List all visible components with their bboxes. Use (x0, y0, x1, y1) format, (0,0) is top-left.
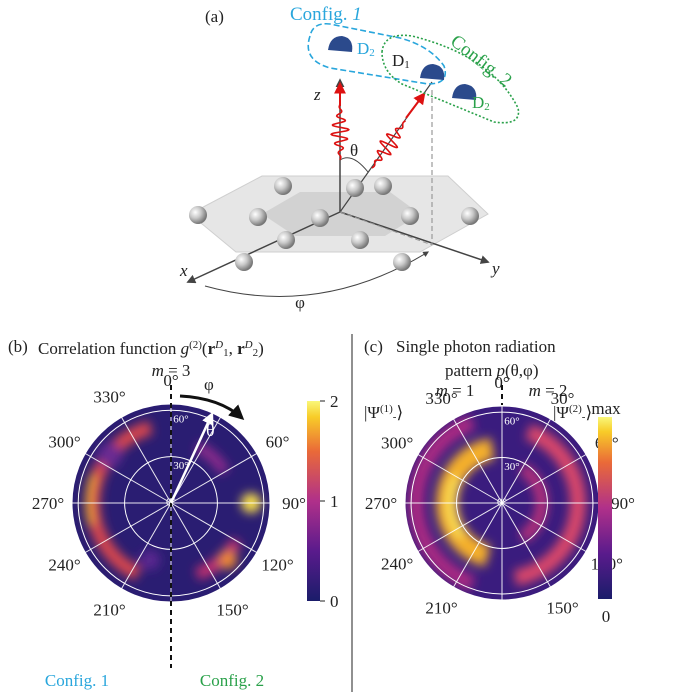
atom (393, 253, 411, 271)
colorbar (307, 401, 320, 601)
text-segment: g (181, 339, 190, 358)
ring-label: 60° (173, 414, 188, 426)
text-segment: Config. (290, 4, 352, 25)
angle-label: 210° (93, 600, 125, 619)
text-segment: m (152, 361, 164, 380)
angle-label: 120° (261, 555, 293, 574)
atom (274, 177, 292, 195)
angle-label: 300° (48, 432, 80, 451)
config-2-label: Config. 2 (446, 31, 515, 92)
config-1-label: Config. 1 (45, 671, 109, 690)
atom (374, 177, 392, 195)
angle-label: 150° (546, 599, 578, 618)
angle-label: 60° (266, 432, 290, 451)
photon-packet (331, 104, 349, 160)
text-segment: (2) (189, 339, 202, 351)
text-segment: ⟩ (396, 403, 403, 422)
panel-label: (a) (205, 7, 224, 26)
panel-title: Single photon radiation (396, 337, 556, 356)
text-segment: , (229, 339, 238, 358)
theta-label: θ (350, 141, 358, 160)
angle-label: 300° (381, 433, 413, 452)
text-segment: m (529, 381, 541, 400)
panel-title: Correlation function g(2)(rD1, rD2) (38, 339, 264, 359)
heatmap-feature (140, 550, 160, 570)
text-segment: (1) (380, 403, 393, 415)
angle-label: 150° (216, 600, 248, 619)
colorbar-tick-label: 1 (330, 492, 339, 511)
panel-b: (b) Correlation function g(2)(rD1, rD2) … (8, 337, 339, 690)
ring-label: 60° (504, 416, 519, 428)
atom (277, 231, 295, 249)
detector-label: D2 (472, 93, 490, 113)
text-segment: ) (258, 339, 264, 358)
schematic: (a) Config. 1 Config. 2 D2 D1 D2 z x y θ… (179, 4, 519, 312)
figure: (a) Config. 1 Config. 2 D2 D1 D2 z x y θ… (0, 0, 690, 699)
theta-label: θ (206, 420, 215, 440)
text-segment: D (392, 51, 404, 70)
angle-label: 240° (381, 554, 413, 573)
colorbar-ticks: 0 1 2 (320, 392, 339, 611)
detector-icon (420, 64, 444, 80)
text-segment: D (244, 339, 253, 351)
angle-label: 90° (611, 494, 635, 513)
text-segment: (θ,φ) (505, 361, 539, 380)
phi-label: φ (204, 375, 214, 394)
heatmap-feature (219, 551, 237, 569)
angle-label: 210° (425, 599, 457, 618)
config-1-label: Config. 1 (290, 4, 362, 25)
photon-packet (372, 121, 406, 168)
angle-label: 30° (551, 389, 575, 408)
text-segment: 2 (484, 101, 490, 113)
colorbar-tick-label: 0 (330, 592, 339, 611)
phi-label: φ (295, 293, 305, 312)
panel-title: pattern p(θ,φ) (445, 361, 538, 380)
angle-label: 240° (48, 555, 80, 574)
detector-label: D2 (357, 39, 375, 59)
detector-icon (328, 36, 352, 52)
text-segment: 1 (404, 59, 410, 71)
config-2-label: Config. 2 (200, 671, 264, 690)
angle-label: 270° (32, 494, 64, 513)
state-label: |Ψ(1)-⟩ (364, 403, 403, 423)
angle-label: 330° (93, 387, 125, 406)
atom (235, 253, 253, 271)
panel-label: (b) (8, 337, 28, 356)
atom (401, 207, 419, 225)
text-segment: Correlation function (38, 339, 181, 358)
ring-label: 0° (497, 497, 507, 509)
colorbar-label: 0 (602, 607, 611, 626)
panel-c: (c) Single photon radiation pattern p(θ,… (364, 337, 635, 626)
axis-label: z (313, 85, 321, 104)
text-segment: D (214, 339, 223, 351)
atom (311, 209, 329, 227)
text-segment: 2 (369, 47, 375, 59)
angle-label: 90° (282, 494, 306, 513)
text-segment: D (357, 39, 369, 58)
axis-label: x (179, 261, 188, 280)
text-segment: pattern (445, 361, 496, 380)
angle-label: 330° (425, 389, 457, 408)
atom (189, 206, 207, 224)
atom (346, 179, 364, 197)
panel-label: (c) (364, 337, 383, 356)
axis-label: y (490, 259, 500, 278)
detector-label: D1 (392, 51, 410, 71)
photon-arrow (406, 94, 424, 118)
atom (351, 231, 369, 249)
atom (249, 208, 267, 226)
ring-label: 30° (504, 461, 519, 473)
angle-label: 270° (365, 494, 397, 513)
text-segment: |Ψ (364, 403, 380, 422)
text-segment: D (472, 93, 484, 112)
atom (461, 207, 479, 225)
text-segment: 1 (352, 4, 362, 25)
colorbar (598, 417, 612, 599)
colorbar-label: max (591, 399, 621, 418)
colorbar-tick-label: 2 (330, 392, 339, 411)
